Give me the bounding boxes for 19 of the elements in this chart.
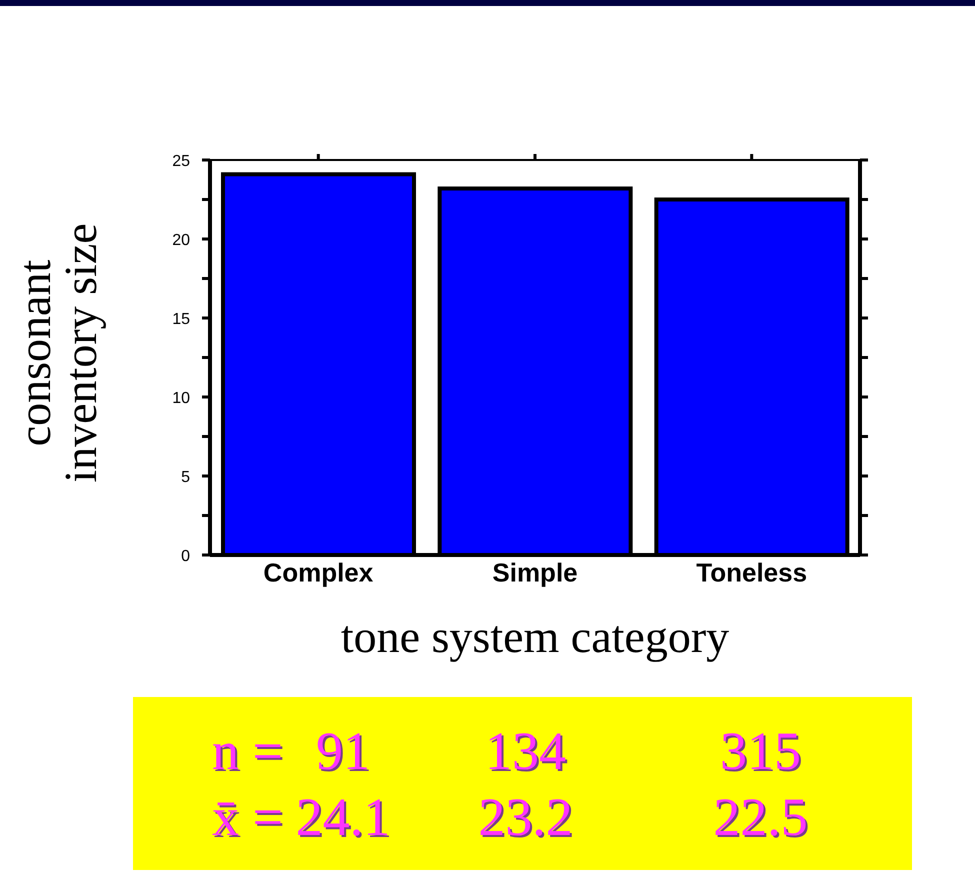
x-tick-label: Toneless	[696, 557, 808, 588]
data-label: 22.5	[712, 786, 809, 848]
y-tick-label: 20	[172, 232, 190, 249]
x-tick-label: Simple	[492, 557, 578, 588]
text: 134	[484, 720, 567, 782]
y-tick-label: 10	[172, 390, 190, 407]
y-axis-title: consonant inventory size	[9, 223, 106, 483]
data-label: 24.1	[294, 786, 392, 848]
text: n =	[211, 720, 283, 782]
y-tick-label: 25	[172, 153, 190, 170]
text: x̄ =	[211, 786, 283, 848]
data-label: 23.2	[477, 786, 574, 848]
y-tick-label: 5	[181, 469, 190, 486]
y-tick-label: 15	[172, 311, 190, 328]
x-axis-title: tone system category	[340, 611, 730, 663]
x-tick-label: Complex	[263, 557, 374, 588]
text: 91	[315, 720, 371, 782]
text: 315	[719, 720, 802, 782]
y-tick-label: 0	[181, 548, 190, 565]
